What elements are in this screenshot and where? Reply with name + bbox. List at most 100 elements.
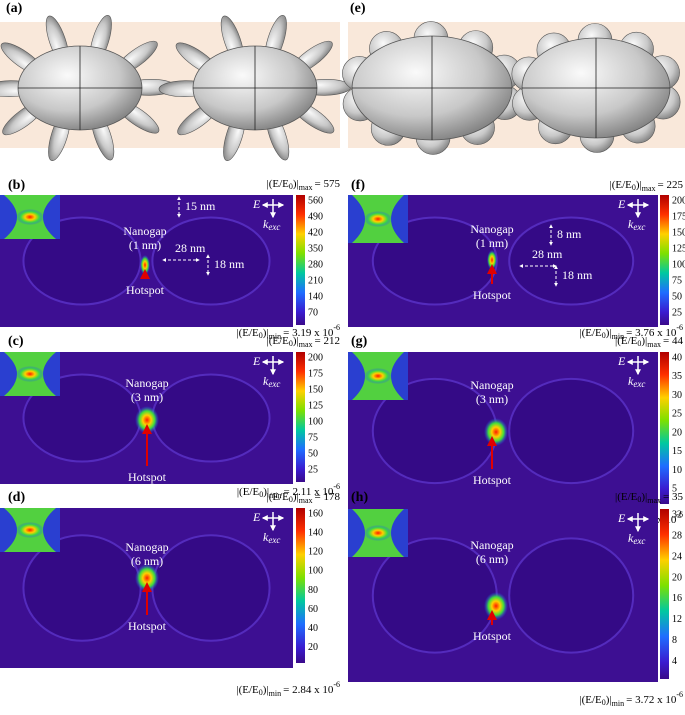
field-symbol: )|	[636, 179, 642, 191]
subscript: max	[299, 183, 313, 192]
value: = 44	[663, 335, 683, 347]
colorbar	[296, 508, 305, 663]
subscript: exc	[268, 222, 280, 232]
colorbar-tick: 100	[308, 566, 323, 577]
colorbar	[660, 509, 669, 679]
k-symbol: kexc	[628, 374, 645, 389]
colorbar-tick: 16	[672, 593, 682, 604]
colorbar-tick: 4	[672, 656, 677, 667]
colorbar-tick: 160	[308, 508, 323, 519]
k-symbol: kexc	[263, 374, 280, 389]
field-symbol: |(E/E	[267, 178, 290, 190]
field-symbol: )|	[293, 491, 299, 503]
colorbar-tick: 25	[672, 308, 682, 319]
field-symbol: |(E/E	[610, 179, 633, 191]
e-field-symbol: E	[617, 511, 626, 525]
colorbar-tick: 80	[308, 585, 318, 596]
subscript: 0	[602, 331, 606, 340]
k-symbol: kexc	[628, 531, 645, 546]
dimension-label: 18 nm	[214, 257, 245, 271]
k-symbol: kexc	[263, 217, 280, 232]
colorbar-tick: 12	[672, 614, 682, 625]
field-symbol: )|	[641, 491, 647, 503]
panel-label: (f)	[351, 178, 365, 193]
subscript: min	[269, 491, 281, 500]
field-symbol: |(E/E	[615, 335, 638, 347]
subscript: min	[612, 699, 624, 708]
colorbar-tick: 75	[308, 433, 318, 444]
colorbar-tick: 75	[672, 276, 682, 287]
exponent: -6	[333, 482, 340, 491]
colorbar-tick: 150	[672, 227, 685, 238]
particle-outline	[508, 216, 635, 306]
colorbar-tick: 210	[308, 276, 323, 287]
field-symbol: |(E/E	[237, 486, 260, 498]
nanogap-label: Nanogap	[125, 540, 168, 554]
field-symbol: |(E/E	[267, 491, 290, 503]
inset-core	[364, 368, 392, 384]
particle-outline	[151, 373, 271, 463]
inset-core	[16, 522, 44, 538]
panel-label: (a)	[6, 1, 23, 16]
hotspot-field	[135, 406, 159, 434]
colorbar-tick: 20	[308, 642, 318, 653]
max-expression: |(E/E0)|max = 35	[615, 491, 683, 505]
value: = 3.76 x 10	[626, 327, 677, 339]
value: = 2.84 x 10	[283, 684, 334, 696]
nanogap-size: (1 nm)	[476, 236, 508, 250]
colorbar-tick: 350	[308, 243, 323, 254]
colorbar-tick: 280	[308, 259, 323, 270]
colorbar-tick: 200	[672, 195, 685, 206]
subscript: 0	[289, 495, 293, 504]
panel-label: (e)	[350, 1, 366, 16]
max-expression: |(E/E0)|max = 44	[615, 335, 683, 349]
value: = 3.19 x 10	[283, 327, 334, 339]
value: = 178	[315, 491, 341, 503]
subscript: 0	[632, 183, 636, 192]
subscript: exc	[268, 535, 280, 545]
hotspot-label: Hotspot	[128, 470, 167, 484]
hotspot-label: Hotspot	[473, 288, 512, 302]
field-symbol: )|	[606, 694, 612, 706]
min-expression: |(E/E0)|min = 3.76 x 10-6	[579, 323, 683, 341]
hotspot-field	[484, 418, 508, 446]
min-expression: |(E/E0)|min = 3.19 x 10-6	[236, 323, 340, 341]
colorbar-tick: 28	[672, 530, 682, 541]
k: k	[628, 217, 634, 231]
colorbar-tick: 125	[308, 400, 323, 411]
exponent: -6	[333, 323, 340, 332]
colorbar	[660, 352, 669, 504]
subscript: min	[269, 332, 281, 341]
subscript: min	[269, 689, 281, 698]
subscript: exc	[633, 379, 645, 389]
subscript: max	[642, 184, 656, 193]
max-expression: |(E/E0)|max = 225	[610, 179, 684, 193]
panel-label: (d)	[8, 490, 25, 505]
hotspot-label: Hotspot	[473, 629, 512, 643]
dimension-label: 28 nm	[532, 247, 563, 261]
inset-core	[16, 366, 44, 382]
inset-core	[16, 209, 44, 225]
colorbar-tick: 25	[308, 465, 318, 476]
colorbar	[296, 352, 305, 482]
colorbar-tick: 40	[672, 352, 682, 363]
k: k	[263, 217, 269, 231]
field-symbol: |(E/E	[579, 694, 602, 706]
field-symbol: )|	[641, 335, 647, 347]
subscript: 0	[637, 495, 641, 504]
colorbar-tick: 150	[308, 384, 323, 395]
field-symbol: |(E/E	[267, 335, 290, 347]
value: = 2.11 x 10	[284, 486, 334, 498]
exponent: -6	[676, 510, 683, 519]
field-symbol: )|	[263, 684, 269, 696]
k-symbol: kexc	[263, 530, 280, 545]
nanogap-label: Nanogap	[470, 538, 513, 552]
colorbar-tick: 40	[308, 623, 318, 634]
panel-label: (h)	[351, 490, 368, 505]
colorbar-tick: 20	[672, 427, 682, 438]
colorbar-tick: 490	[308, 211, 323, 222]
subscript: min	[612, 332, 624, 341]
particle-outline	[508, 537, 635, 654]
value: = 575	[315, 178, 341, 190]
